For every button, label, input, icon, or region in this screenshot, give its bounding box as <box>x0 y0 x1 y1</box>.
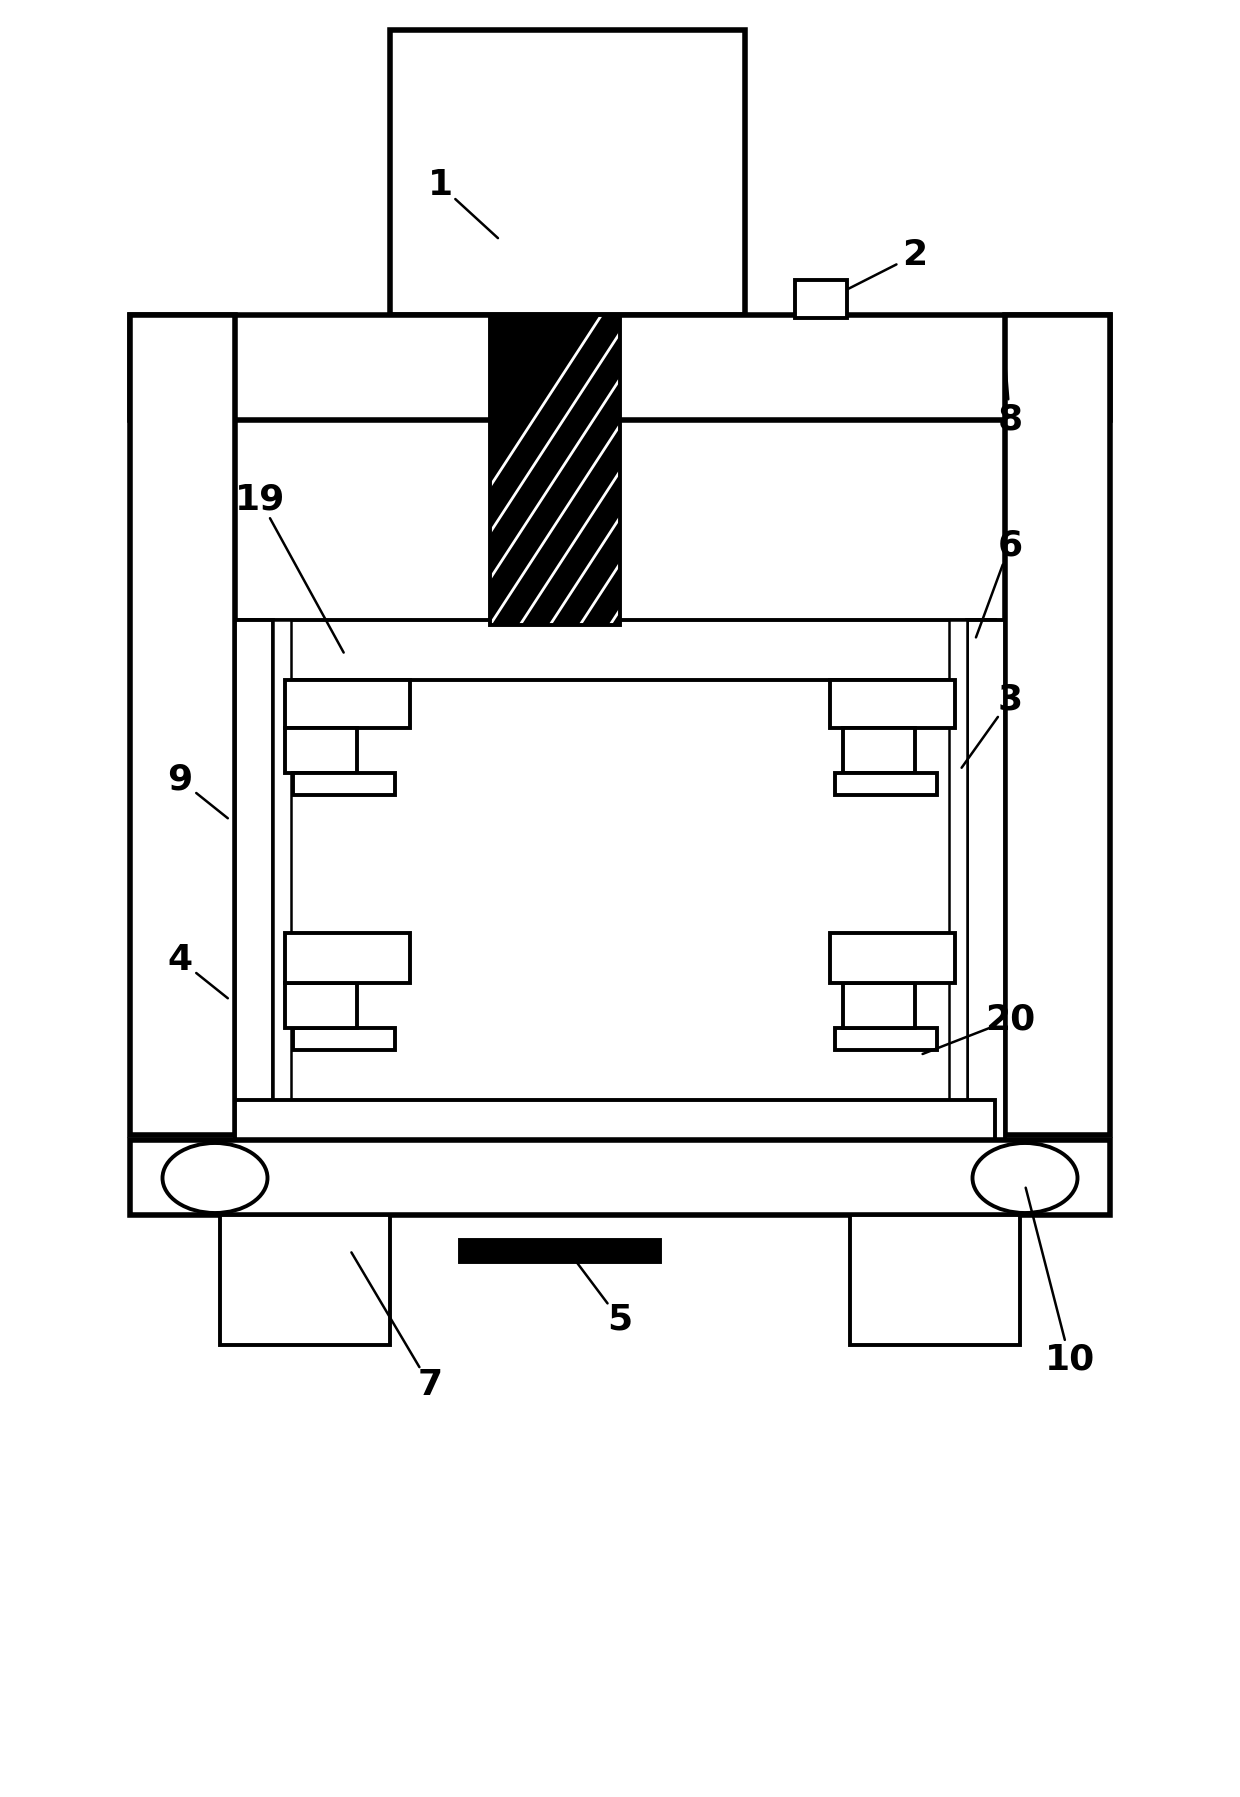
Ellipse shape <box>162 1143 268 1213</box>
Text: 10: 10 <box>1045 1342 1095 1377</box>
Text: 4: 4 <box>167 943 192 978</box>
Text: 19: 19 <box>234 483 285 518</box>
Bar <box>236 620 994 679</box>
Bar <box>1004 314 1110 1136</box>
Bar <box>285 728 357 773</box>
Bar <box>490 314 620 625</box>
Bar <box>130 314 1110 420</box>
Text: 5: 5 <box>608 1303 632 1337</box>
Text: 1: 1 <box>428 167 453 201</box>
Bar <box>285 679 410 728</box>
Bar <box>967 620 1004 1139</box>
Bar <box>285 933 410 983</box>
Bar <box>273 620 291 1139</box>
Text: 20: 20 <box>985 1003 1035 1037</box>
Bar <box>293 773 396 794</box>
Bar <box>236 1100 994 1139</box>
Bar <box>391 31 745 314</box>
Bar <box>490 314 620 625</box>
Bar <box>830 933 955 983</box>
Ellipse shape <box>972 1143 1078 1213</box>
Text: 6: 6 <box>997 528 1023 562</box>
Bar <box>130 1139 1110 1215</box>
Bar <box>795 280 847 318</box>
Text: 2: 2 <box>903 237 928 271</box>
Bar <box>236 620 273 1139</box>
Bar <box>285 983 357 1028</box>
Bar <box>835 773 937 794</box>
Bar <box>130 314 236 1136</box>
Bar <box>219 1215 391 1344</box>
Text: 3: 3 <box>997 683 1023 717</box>
Text: 9: 9 <box>167 764 192 798</box>
Bar <box>293 1028 396 1049</box>
Bar <box>460 1240 660 1261</box>
Text: 8: 8 <box>997 403 1023 437</box>
Bar <box>949 620 967 1139</box>
Bar <box>830 679 955 728</box>
Bar <box>843 728 915 773</box>
Bar <box>849 1215 1021 1344</box>
Bar <box>835 1028 937 1049</box>
Text: 7: 7 <box>418 1368 443 1402</box>
Bar <box>843 983 915 1028</box>
